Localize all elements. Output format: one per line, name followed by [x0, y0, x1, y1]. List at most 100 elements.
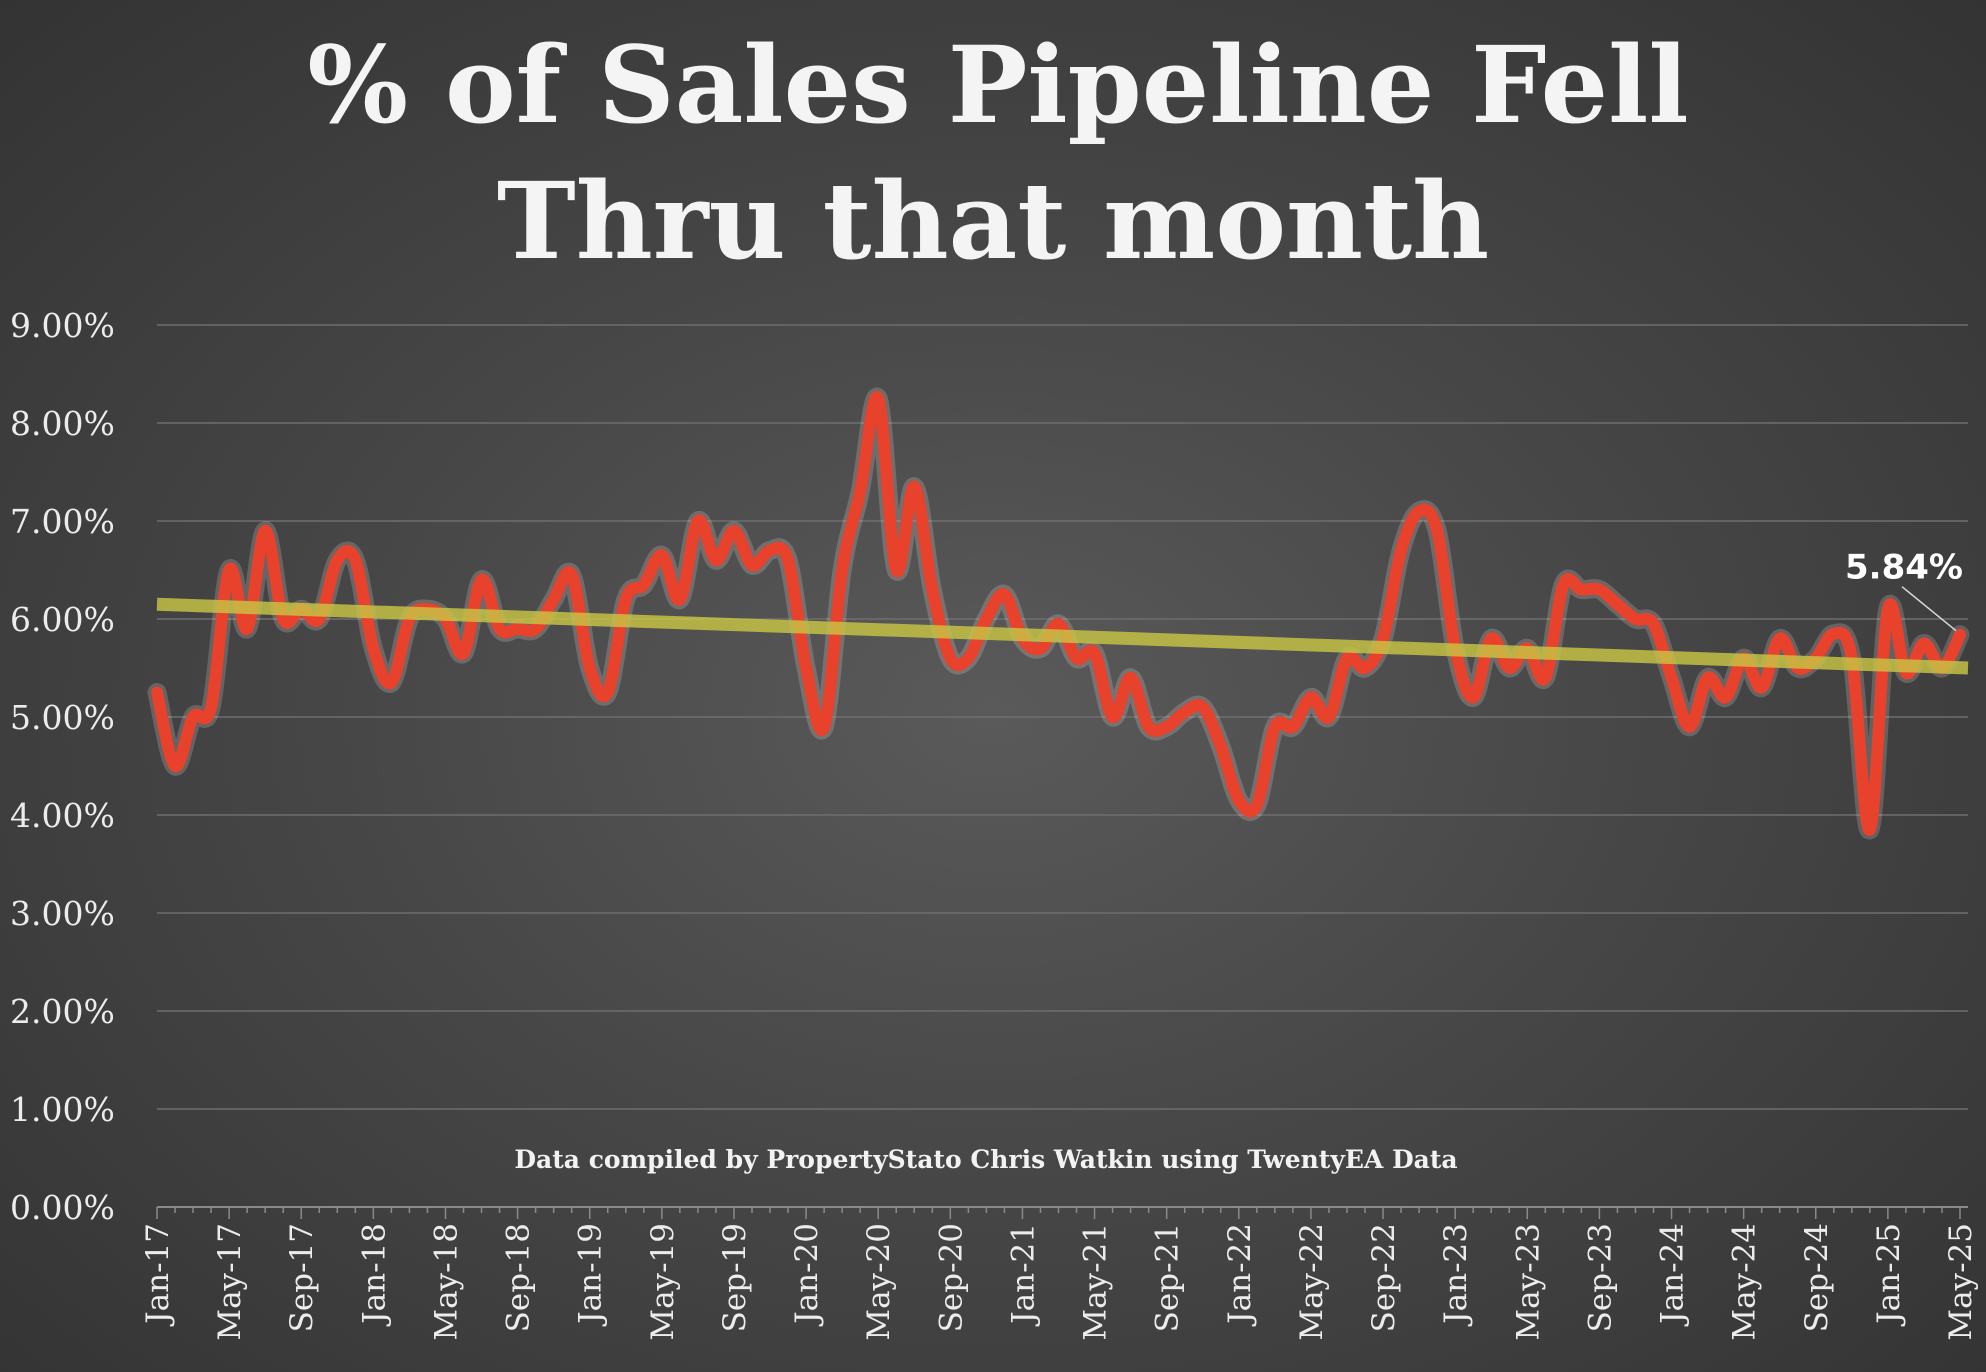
data-point [1382, 638, 1384, 640]
x-tick-label: Jan-25 [1871, 1223, 1907, 1327]
x-tick-label: Sep-21 [1150, 1223, 1186, 1332]
data-point [1112, 716, 1114, 718]
data-point [1202, 706, 1204, 708]
data-point [1616, 603, 1618, 605]
data-point [1238, 799, 1240, 801]
x-tick-label: May-24 [1727, 1223, 1763, 1341]
x-tick-label: Sep-19 [717, 1223, 753, 1332]
data-point [1130, 677, 1132, 679]
y-tick-label: 4.00% [10, 796, 115, 835]
data-point [210, 706, 212, 708]
x-tick-label: May-22 [1294, 1223, 1330, 1341]
data-point [228, 569, 230, 571]
data-point [643, 584, 645, 586]
data-point [949, 657, 951, 659]
x-tick-label: Jan-18 [356, 1223, 392, 1327]
data-point [1472, 696, 1474, 698]
y-tick-label: 6.00% [10, 600, 115, 639]
data-point [1364, 667, 1366, 669]
x-tick-label: May-20 [861, 1223, 897, 1341]
data-point [1076, 657, 1078, 659]
trend-line [156, 597, 1969, 675]
data-point [571, 574, 573, 576]
x-tick-label: Sep-18 [501, 1223, 537, 1332]
y-tick-label: 5.00% [10, 698, 115, 737]
data-point [282, 618, 284, 620]
data-point [444, 618, 446, 620]
data-point [967, 657, 969, 659]
x-tick-label: May-19 [645, 1223, 681, 1341]
data-point [1634, 618, 1636, 620]
data-point [607, 692, 609, 694]
x-tick-label: Jan-23 [1438, 1223, 1474, 1327]
data-point [174, 765, 176, 767]
series-group [147, 387, 1970, 840]
x-tick-label: Sep-17 [284, 1223, 320, 1332]
data-point [318, 618, 320, 620]
data-point [805, 667, 807, 669]
data-point [733, 530, 735, 532]
x-tick-label: Jan-24 [1655, 1223, 1691, 1327]
data-point [1148, 726, 1150, 728]
data-point [1869, 829, 1871, 831]
data-point [192, 716, 194, 718]
data-point [1887, 608, 1889, 610]
data-point [1292, 726, 1294, 728]
data-point [679, 598, 681, 600]
data-point [1508, 667, 1510, 669]
data-point [1328, 716, 1330, 718]
data-point [859, 491, 861, 493]
data-point [517, 628, 519, 630]
data-point [1310, 696, 1312, 698]
data-point [1689, 726, 1691, 728]
data-point [877, 398, 879, 400]
x-tick-label: Jan-22 [1222, 1223, 1258, 1327]
data-point [264, 530, 266, 532]
data-point [1400, 549, 1402, 551]
data-point [841, 569, 843, 571]
data-point [1184, 711, 1186, 713]
data-point [715, 559, 717, 561]
data-point [589, 667, 591, 669]
data-point [931, 589, 933, 591]
data-point [300, 608, 302, 610]
data-point [1761, 687, 1763, 689]
data-point [1815, 657, 1817, 659]
data-point [787, 559, 789, 561]
y-axis-ticks: 0.00% 1.00% 2.00% 3.00% 4.00% 5.00% 6.00% 7.00%… [10, 306, 115, 1227]
data-point [985, 618, 987, 620]
data-point [1256, 804, 1258, 806]
data-point [408, 618, 410, 620]
data-point [1598, 589, 1600, 591]
data-point [1418, 510, 1420, 512]
data-point [1671, 677, 1673, 679]
data-point [1797, 667, 1799, 669]
data-point [463, 652, 465, 654]
y-tick-label: 7.00% [10, 502, 115, 541]
data-point [1941, 667, 1943, 669]
chart-title-line-2: Thru that month [497, 158, 1489, 283]
data-point [246, 628, 248, 630]
x-tick-label: May-25 [1943, 1223, 1979, 1341]
x-tick-label: Sep-22 [1366, 1223, 1402, 1332]
annotation-label: 5.84% [1845, 548, 1963, 588]
data-point [390, 682, 392, 684]
x-tick-label: May-21 [1078, 1223, 1114, 1341]
data-credit: Data compiled by PropertyStato Chris Wat… [514, 1145, 1457, 1174]
data-point [1039, 647, 1041, 649]
data-point [1166, 726, 1168, 728]
data-point [354, 559, 356, 561]
data-point [1490, 638, 1492, 640]
data-point [1544, 677, 1546, 679]
data-point [1021, 638, 1023, 640]
x-tick-label: May-18 [428, 1223, 464, 1341]
y-tick-label: 0.00% [10, 1188, 115, 1227]
data-point [1851, 657, 1853, 659]
data-point [1220, 745, 1222, 747]
data-point [697, 520, 699, 522]
x-axis-ticks: Jan-17 May-17 Sep-17 Jan-18 May-18 Sep-18 Jan-… [140, 1223, 1979, 1341]
data-point [1562, 584, 1564, 586]
data-point [913, 486, 915, 488]
data-point [1707, 677, 1709, 679]
